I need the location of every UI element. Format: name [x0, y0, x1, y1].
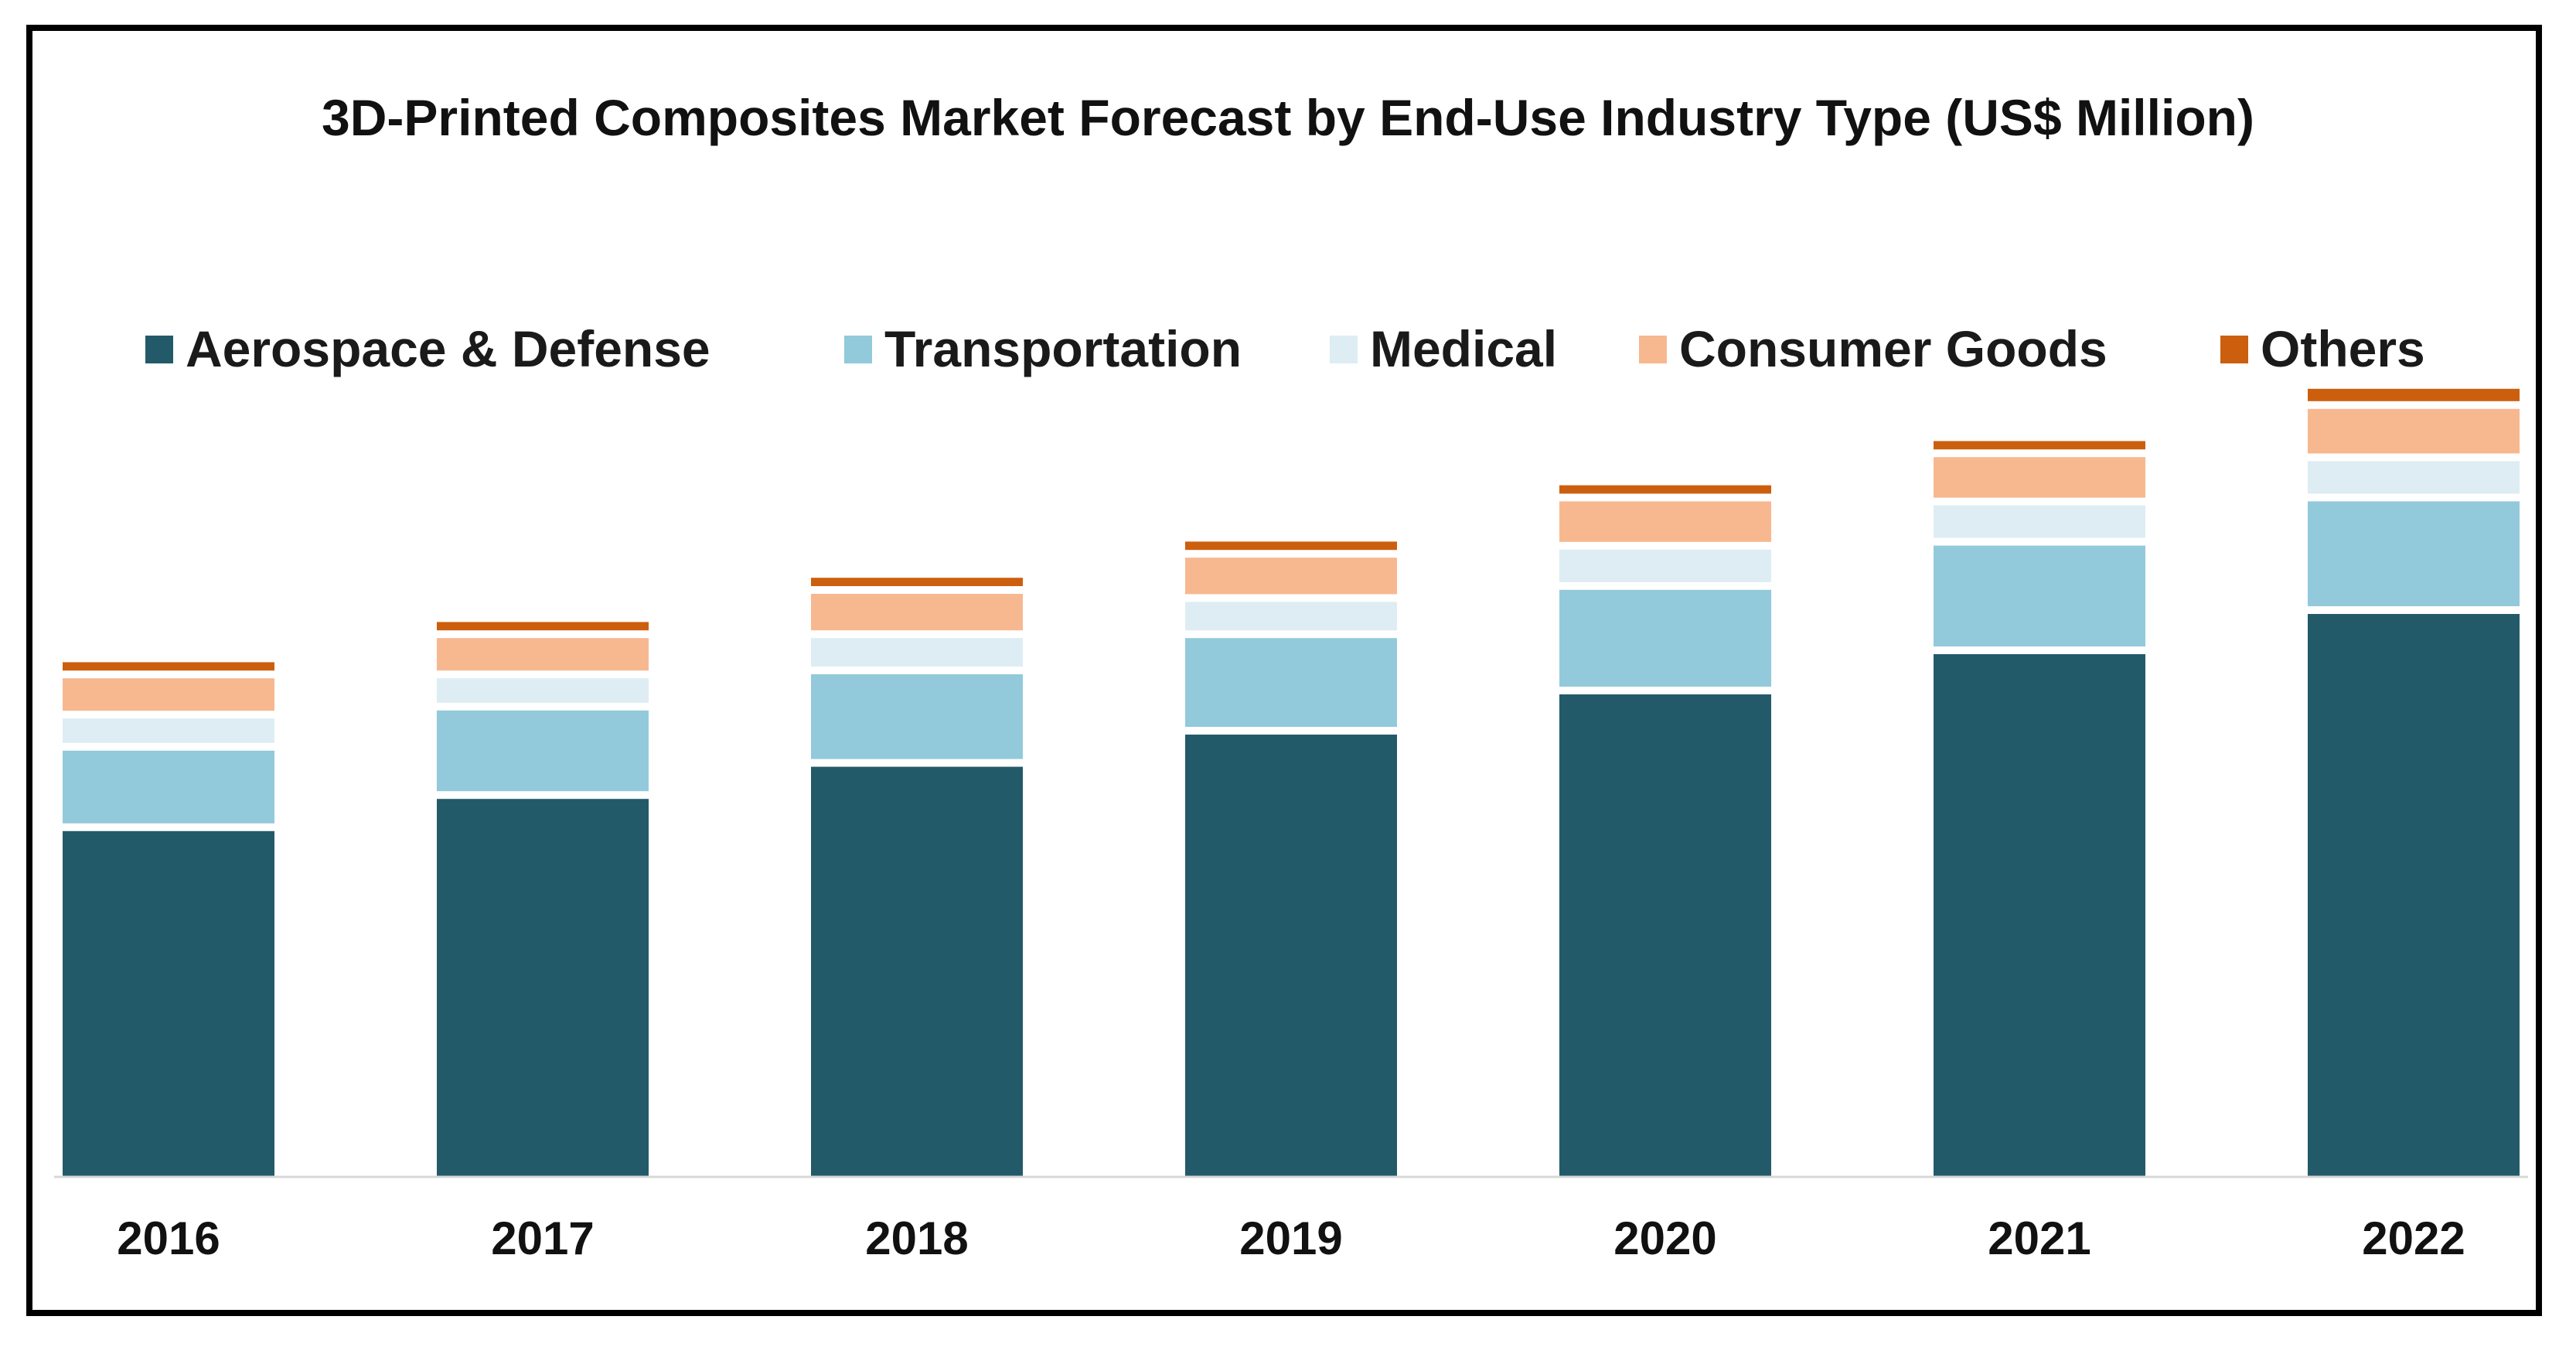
- x-tick-label-2018: 2018: [865, 1212, 968, 1264]
- bar-2018-consumer-goods: [811, 594, 1023, 631]
- bar-2017-transportation: [437, 710, 649, 792]
- legend-label-medical: Medical: [1370, 320, 1557, 377]
- legend-swatch-others: [2220, 336, 2248, 363]
- bar-2016-aerospace-and-defense: [63, 830, 274, 1177]
- bar-2021-others: [1934, 441, 2145, 450]
- bar-2016-consumer-goods: [63, 678, 274, 711]
- bar-2016-medical: [63, 718, 274, 743]
- bar-2018-aerospace-and-defense: [811, 766, 1023, 1177]
- x-tick-label-2016: 2016: [117, 1212, 220, 1264]
- bar-2016-transportation: [63, 750, 274, 824]
- bar-2018-transportation: [811, 674, 1023, 759]
- bar-2017-medical: [437, 678, 649, 703]
- bar-2022-medical: [2308, 461, 2520, 494]
- bar-2020-consumer-goods: [1559, 501, 1771, 542]
- bar-2022-aerospace-and-defense: [2308, 614, 2520, 1177]
- x-tick-label-2021: 2021: [1988, 1212, 2090, 1264]
- legend: Aerospace & Defense Transportation Medical…: [145, 320, 2425, 377]
- x-tick-label-2017: 2017: [491, 1212, 594, 1264]
- legend-label-others: Others: [2261, 320, 2425, 377]
- x-tick-label-2022: 2022: [2362, 1212, 2465, 1264]
- legend-swatch-aerospace-and-defense: [145, 336, 173, 363]
- bar-2020-aerospace-and-defense: [1559, 694, 1771, 1177]
- bar-2022-consumer-goods: [2308, 408, 2520, 454]
- bars: [63, 388, 2520, 1177]
- bar-2018-medical: [811, 638, 1023, 667]
- bar-2022-transportation: [2308, 501, 2520, 606]
- x-tick-label-2019: 2019: [1239, 1212, 1342, 1264]
- bar-2020-others: [1559, 485, 1771, 494]
- bar-2017-others: [437, 622, 649, 631]
- chart-title: 3D-Printed Composites Market Forecast by…: [322, 89, 2254, 146]
- legend-swatch-consumer-goods: [1639, 336, 1667, 363]
- legend-label-consumer-goods: Consumer Goods: [1679, 320, 2107, 377]
- legend-label-transportation: Transportation: [884, 320, 1242, 377]
- bar-2017-consumer-goods: [437, 638, 649, 671]
- bar-2018-others: [811, 578, 1023, 586]
- bar-2022-others: [2308, 388, 2520, 401]
- legend-label-aerospace-and-defense: Aerospace & Defense: [186, 320, 710, 377]
- bar-2019-transportation: [1185, 638, 1397, 727]
- bar-2020-medical: [1559, 549, 1771, 582]
- bar-2021-aerospace-and-defense: [1934, 654, 2145, 1177]
- legend-swatch-transportation: [844, 336, 872, 363]
- legend-swatch-medical: [1330, 336, 1358, 363]
- bar-2020-transportation: [1559, 589, 1771, 687]
- x-axis-tick-labels: 2016 2017 2018 2019 2020 2021 2022: [117, 1212, 2465, 1264]
- bar-2019-consumer-goods: [1185, 558, 1397, 595]
- bar-2017-aerospace-and-defense: [437, 799, 649, 1177]
- bar-2021-consumer-goods: [1934, 457, 2145, 498]
- bar-2021-medical: [1934, 505, 2145, 538]
- bar-2016-others: [63, 662, 274, 671]
- bar-2019-others: [1185, 541, 1397, 551]
- x-tick-label-2020: 2020: [1613, 1212, 1716, 1264]
- bar-2021-transportation: [1934, 545, 2145, 646]
- bar-2019-medical: [1185, 602, 1397, 631]
- bar-2019-aerospace-and-defense: [1185, 735, 1397, 1177]
